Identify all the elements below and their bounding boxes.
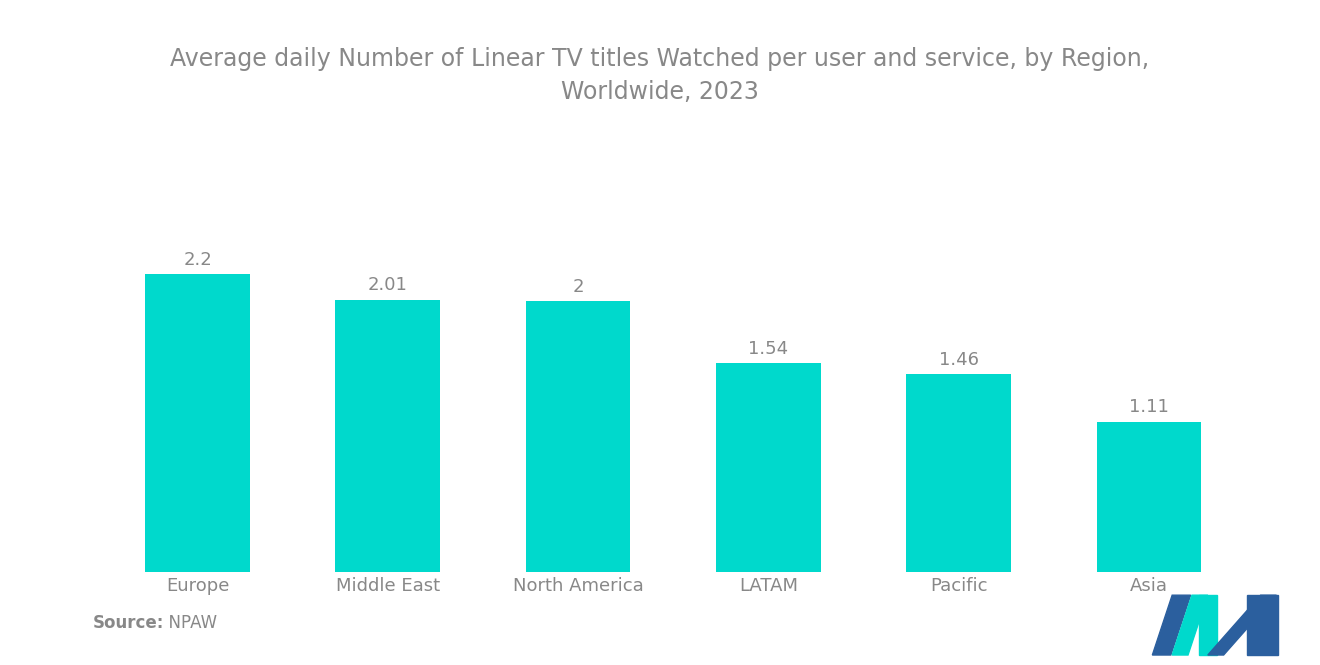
Polygon shape <box>1172 595 1208 655</box>
Text: 2.2: 2.2 <box>183 251 213 269</box>
Text: 2.01: 2.01 <box>368 277 408 295</box>
Bar <box>525 301 631 572</box>
Polygon shape <box>1247 595 1278 655</box>
Bar <box>1097 422 1201 572</box>
Bar <box>335 300 440 572</box>
Bar <box>715 364 821 572</box>
Polygon shape <box>1199 595 1217 655</box>
Polygon shape <box>1208 595 1276 655</box>
Polygon shape <box>1152 595 1191 655</box>
Bar <box>907 374 1011 572</box>
Text: 1.54: 1.54 <box>748 340 788 358</box>
Text: 1.46: 1.46 <box>939 351 978 369</box>
Text: 2: 2 <box>573 278 583 296</box>
Text: NPAW: NPAW <box>158 614 218 632</box>
Text: 1.11: 1.11 <box>1129 398 1168 416</box>
Text: Source:: Source: <box>92 614 164 632</box>
Text: Average daily Number of Linear TV titles Watched per user and service, by Region: Average daily Number of Linear TV titles… <box>170 47 1150 104</box>
Bar <box>145 274 249 572</box>
